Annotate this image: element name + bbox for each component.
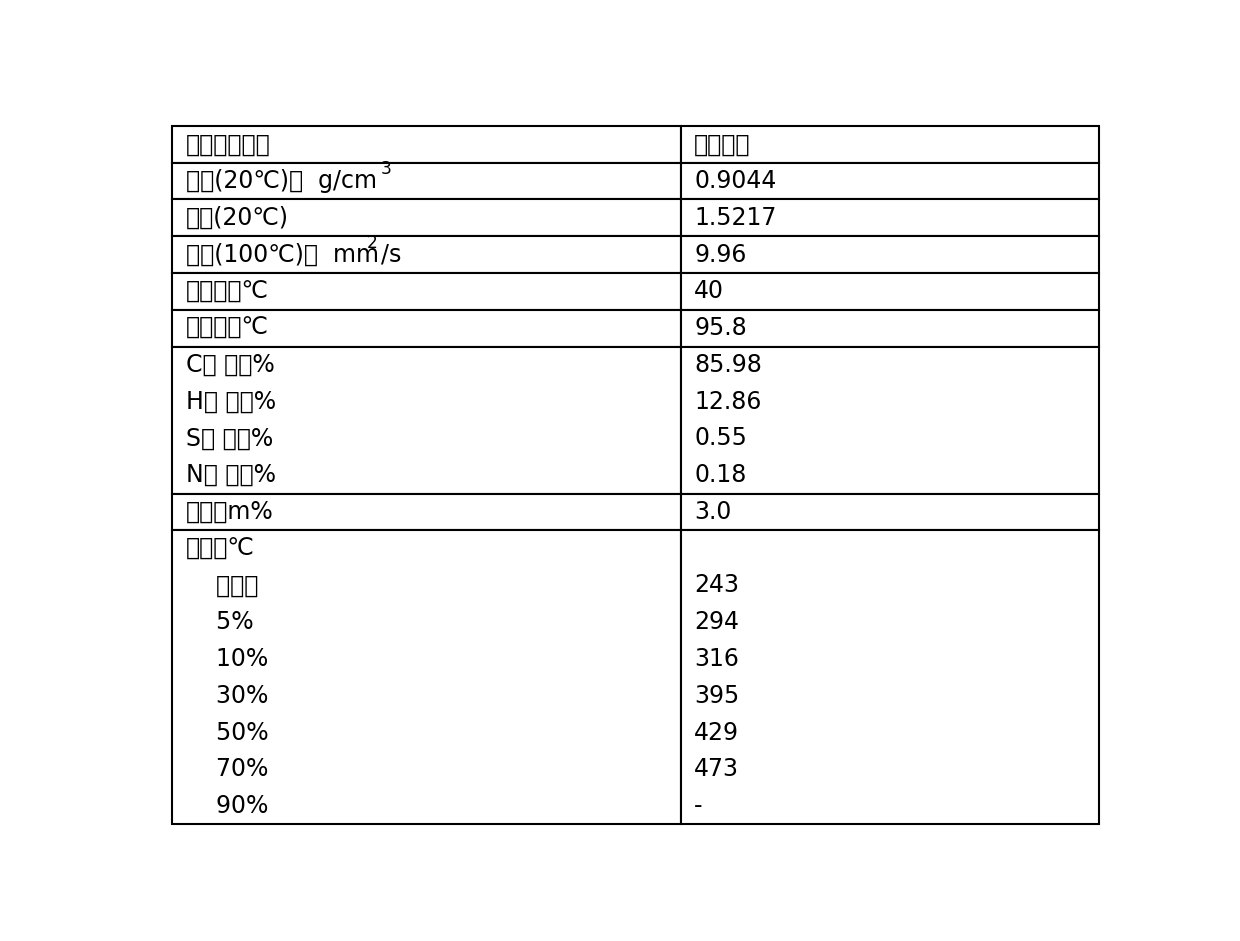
Text: 70%: 70%	[186, 758, 268, 781]
Text: 凝固点，℃: 凝固点，℃	[186, 279, 269, 303]
Text: 5%: 5%	[186, 611, 253, 634]
Text: 85.98: 85.98	[694, 353, 763, 377]
Bar	[681, 199, 1099, 236]
Text: 折光(20℃): 折光(20℃)	[186, 206, 289, 230]
Text: 粘度(100℃)，  mm: 粘度(100℃)， mm	[186, 243, 378, 266]
Bar	[172, 126, 681, 163]
Text: H， 重量%: H， 重量%	[186, 390, 275, 414]
Text: 243: 243	[694, 573, 739, 598]
Bar	[681, 346, 1099, 494]
Bar	[172, 531, 681, 824]
Bar	[681, 494, 1099, 531]
Bar	[681, 163, 1099, 199]
Text: 0.18: 0.18	[694, 463, 746, 487]
Text: 9.96: 9.96	[694, 243, 746, 266]
Bar	[172, 236, 681, 273]
Text: 3.0: 3.0	[694, 500, 732, 524]
Text: 95.8: 95.8	[694, 316, 746, 340]
Bar	[172, 310, 681, 346]
Bar	[681, 531, 1099, 824]
Text: 物化数据: 物化数据	[694, 133, 750, 156]
Bar	[681, 126, 1099, 163]
Text: 395: 395	[694, 684, 739, 708]
Text: C， 重量%: C， 重量%	[186, 353, 274, 377]
Text: 429: 429	[694, 721, 739, 744]
Text: 3: 3	[381, 161, 392, 179]
Bar	[172, 163, 681, 199]
Text: 30%: 30%	[186, 684, 268, 708]
Bar	[681, 236, 1099, 273]
Text: 0.55: 0.55	[694, 426, 746, 451]
Text: 1.5217: 1.5217	[694, 206, 776, 230]
Text: 316: 316	[694, 647, 739, 671]
Text: 294: 294	[694, 611, 739, 634]
Text: 馏程，℃: 馏程，℃	[186, 536, 254, 561]
Text: 苯胺点，℃: 苯胺点，℃	[186, 316, 269, 340]
Bar	[172, 199, 681, 236]
Text: 50%: 50%	[186, 721, 268, 744]
Text: 残炭，m%: 残炭，m%	[186, 500, 274, 524]
Text: 10%: 10%	[186, 647, 268, 671]
Bar	[172, 273, 681, 310]
Text: 12.86: 12.86	[694, 390, 761, 414]
Text: 初馏点: 初馏点	[186, 573, 258, 598]
Text: /s: /s	[382, 243, 402, 266]
Bar	[681, 310, 1099, 346]
Text: 武混三原料油: 武混三原料油	[186, 133, 270, 156]
Bar	[172, 494, 681, 531]
Text: 40: 40	[694, 279, 724, 303]
Bar	[681, 273, 1099, 310]
Text: 密度(20℃)，  g/cm: 密度(20℃)， g/cm	[186, 169, 377, 193]
Text: 473: 473	[694, 758, 739, 781]
Bar	[172, 346, 681, 494]
Text: N， 重量%: N， 重量%	[186, 463, 275, 487]
Text: 0.9044: 0.9044	[694, 169, 776, 193]
Text: -: -	[694, 794, 703, 818]
Text: 90%: 90%	[186, 794, 268, 818]
Text: S， 重量%: S， 重量%	[186, 426, 273, 451]
Text: 2: 2	[367, 234, 378, 252]
